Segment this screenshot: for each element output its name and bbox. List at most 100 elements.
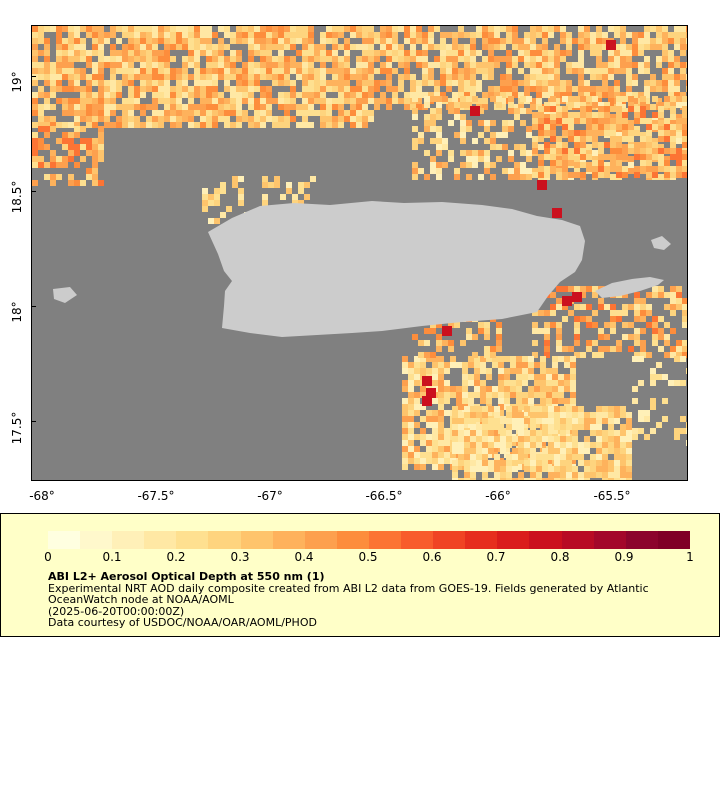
aod-pixel — [98, 56, 104, 62]
aod-pixel — [460, 340, 466, 346]
aod-pixel — [430, 328, 436, 334]
aod-pixel — [38, 116, 44, 122]
aod-pixel — [470, 460, 476, 466]
aod-pixel — [188, 92, 194, 98]
aod-pixel — [542, 418, 548, 424]
aod-pixel — [578, 86, 584, 92]
aod-pixel — [486, 398, 492, 404]
aod-pixel — [438, 356, 444, 362]
aod-pixel — [674, 92, 680, 98]
aod-pixel — [356, 74, 362, 80]
aod-pixel — [608, 406, 614, 412]
aod-pixel — [498, 386, 504, 392]
aod-pixel — [626, 454, 632, 460]
aod-pixel — [670, 310, 676, 316]
aod-pixel — [550, 322, 556, 328]
aod-pixel — [438, 392, 444, 398]
aod-pixel — [550, 136, 556, 142]
aod-pixel — [458, 424, 464, 430]
aod-pixel — [152, 80, 158, 86]
aod-pixel — [314, 50, 320, 56]
aod-pixel — [472, 162, 478, 168]
aod-pixel — [682, 150, 687, 156]
aod-pixel — [664, 148, 670, 154]
aod-pixel — [668, 92, 674, 98]
aod-pixel — [658, 130, 664, 136]
aod-pixel — [580, 96, 586, 102]
aod-pixel — [450, 356, 456, 362]
aod-pixel — [526, 168, 532, 174]
colorbar-swatch — [657, 531, 690, 549]
aod-pixel — [434, 26, 440, 32]
aod-pixel — [632, 434, 638, 440]
aod-pixel — [422, 80, 428, 86]
aod-pixel — [512, 86, 518, 92]
lat-label-18: 18° — [10, 301, 24, 323]
aod-pixel — [578, 92, 584, 98]
aod-pixel — [676, 132, 682, 138]
aod-pixel — [418, 352, 424, 358]
aod-pixel — [632, 50, 638, 56]
aod-pixel — [464, 472, 470, 478]
aod-pixel — [488, 424, 494, 430]
aod-pixel — [542, 80, 548, 86]
aod-pixel — [668, 38, 674, 44]
aod-pixel — [32, 74, 38, 80]
aod-pixel — [80, 180, 86, 186]
aod-pixel — [566, 62, 572, 68]
aod-pixel — [374, 86, 380, 92]
aod-pixel — [628, 130, 634, 136]
aod-pixel — [374, 68, 380, 74]
aod-pixel — [564, 362, 570, 368]
aod-pixel — [544, 118, 550, 124]
aod-pixel — [488, 56, 494, 62]
aod-pixel — [408, 434, 414, 440]
aod-pixel — [110, 68, 116, 74]
map-frame[interactable] — [31, 25, 688, 481]
aod-pixel — [194, 80, 200, 86]
aod-pixel — [560, 424, 566, 430]
aod-pixel — [492, 386, 498, 392]
colorbar-tick: 0.8 — [550, 550, 570, 564]
aod-pixel — [592, 292, 598, 298]
aod-pixel — [92, 138, 98, 144]
aod-pixel — [548, 56, 554, 62]
aod-pixel — [478, 132, 484, 138]
aod-pixel — [248, 56, 254, 62]
aod-pixel — [122, 74, 128, 80]
aod-pixel — [164, 50, 170, 56]
aod-pixel — [544, 124, 550, 130]
aod-pixel — [686, 428, 687, 434]
aod-pixel — [56, 162, 62, 168]
aod-pixel — [320, 104, 326, 110]
aod-pixel — [500, 26, 506, 32]
aod-pixel — [580, 316, 586, 322]
aod-pixel — [290, 44, 296, 50]
aod-pixel — [134, 86, 140, 92]
aod-pixel — [326, 86, 332, 92]
aod-pixel — [646, 148, 652, 154]
aod-pixel — [410, 92, 416, 98]
aod-pixel — [230, 74, 236, 80]
aod-pixel — [254, 68, 260, 74]
aod-pixel — [456, 392, 462, 398]
aod-pixel — [68, 110, 74, 116]
aod-pixel — [284, 122, 290, 128]
aod-pixel — [500, 448, 506, 454]
aod-pixel — [622, 148, 628, 154]
aod-pixel — [404, 26, 410, 32]
aod-pixel — [516, 398, 522, 404]
aod-pixel — [308, 44, 314, 50]
aod-pixel — [38, 86, 44, 92]
aod-pixel — [248, 98, 254, 104]
aod-pixel — [664, 160, 670, 166]
aod-pixel — [152, 116, 158, 122]
aod-pixel — [404, 38, 410, 44]
aod-pixel — [254, 80, 260, 86]
aod-pixel — [614, 32, 620, 38]
aod-pixel — [68, 38, 74, 44]
aod-pixel — [548, 448, 554, 454]
aod-pixel — [646, 304, 652, 310]
aod-pixel — [230, 110, 236, 116]
aod-pixel — [38, 50, 44, 56]
